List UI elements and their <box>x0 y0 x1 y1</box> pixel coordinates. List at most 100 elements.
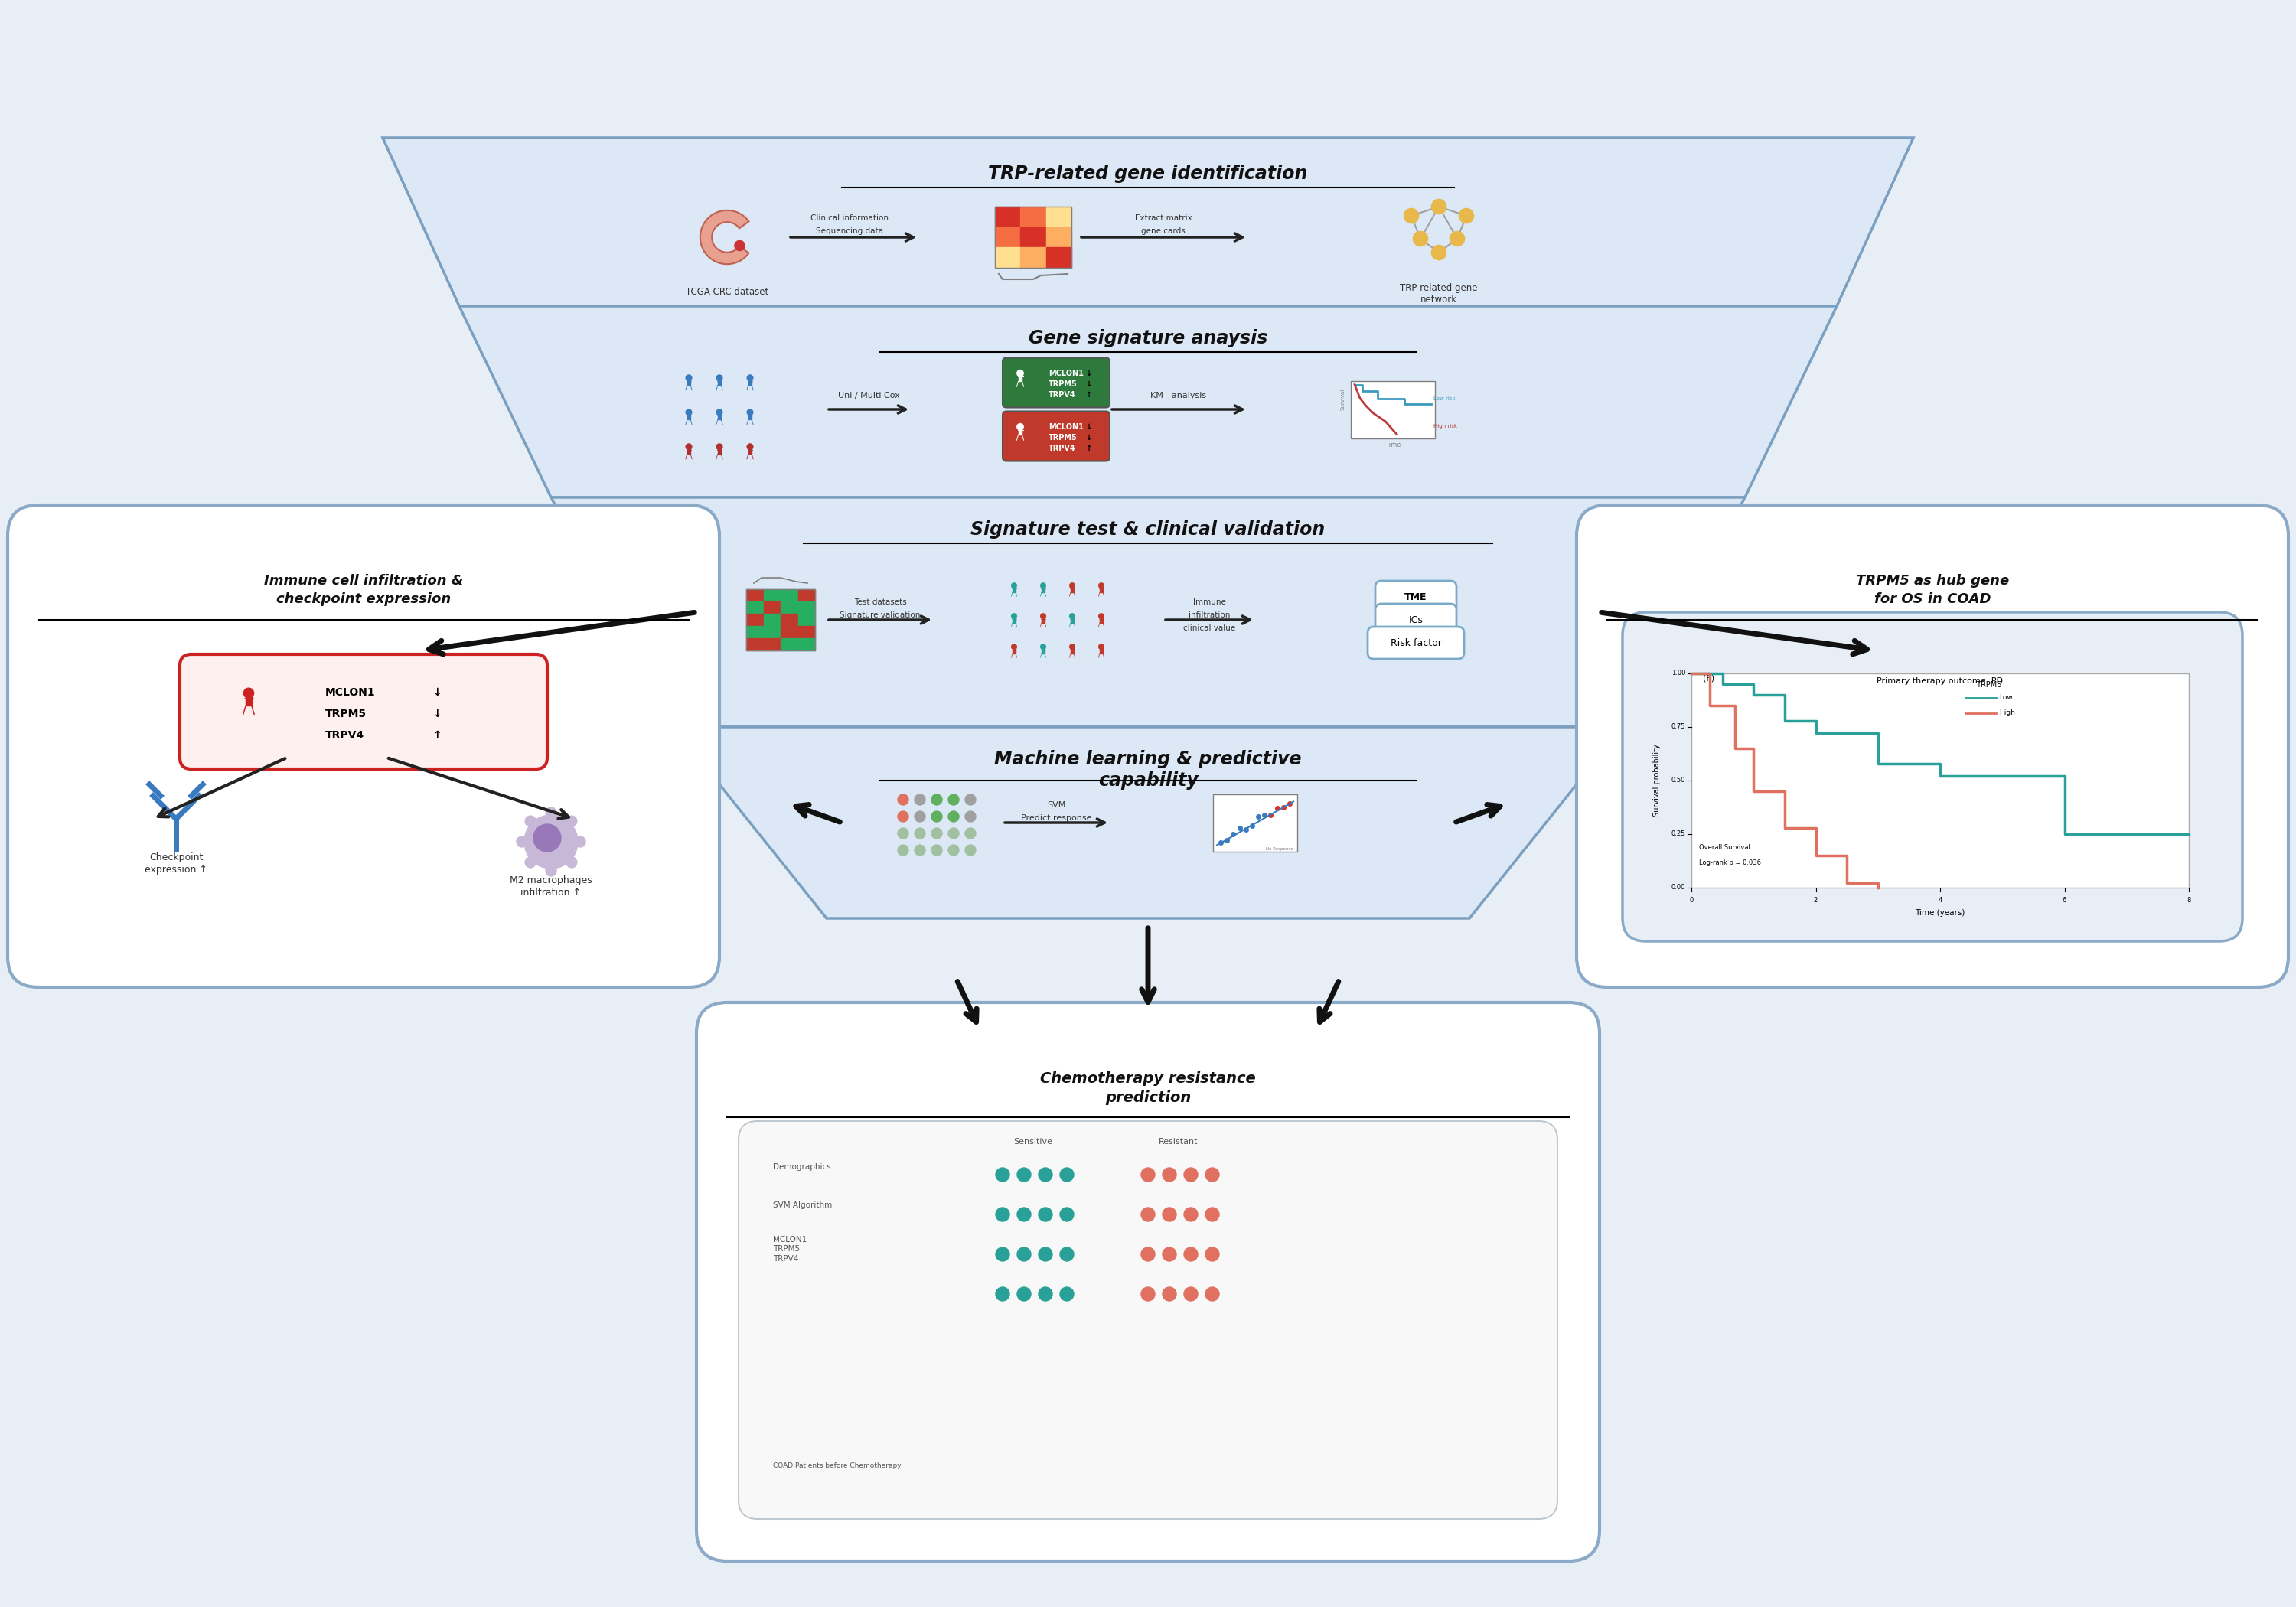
Text: SVM: SVM <box>1047 802 1065 808</box>
FancyBboxPatch shape <box>739 1122 1557 1519</box>
Circle shape <box>1430 199 1446 214</box>
Circle shape <box>1070 583 1075 588</box>
Text: TRPV4: TRPV4 <box>1049 391 1077 399</box>
Bar <box>746 590 762 601</box>
Text: ↑: ↑ <box>1086 445 1091 452</box>
Polygon shape <box>700 211 748 264</box>
Text: Risk factor: Risk factor <box>1391 638 1442 648</box>
Bar <box>719 413 721 419</box>
Bar <box>781 638 797 651</box>
Circle shape <box>687 444 691 450</box>
Bar <box>994 247 1019 268</box>
Text: MCLON1
TRPM5
TRPV4: MCLON1 TRPM5 TRPV4 <box>774 1236 806 1263</box>
Text: Signature validation: Signature validation <box>840 611 921 619</box>
Text: clinical value: clinical value <box>1182 625 1235 632</box>
Text: MCLON1: MCLON1 <box>1049 370 1084 378</box>
Polygon shape <box>383 138 1913 305</box>
Text: ↓: ↓ <box>1086 423 1091 431</box>
Bar <box>762 601 781 614</box>
Text: ↓: ↓ <box>1086 381 1091 387</box>
Circle shape <box>1205 1287 1219 1302</box>
Text: 0.75: 0.75 <box>1671 723 1685 731</box>
Text: Sensitive: Sensitive <box>1015 1138 1054 1146</box>
Circle shape <box>1141 1247 1155 1261</box>
Bar <box>994 207 1072 268</box>
Circle shape <box>914 794 925 805</box>
Circle shape <box>1040 644 1045 649</box>
Bar <box>687 413 691 419</box>
Text: TRPV4: TRPV4 <box>326 730 365 741</box>
FancyBboxPatch shape <box>179 654 546 770</box>
Circle shape <box>1205 1247 1219 1261</box>
Circle shape <box>948 845 960 855</box>
Circle shape <box>546 866 556 876</box>
Bar <box>1350 381 1435 439</box>
Circle shape <box>526 857 535 868</box>
Text: 6: 6 <box>2062 897 2066 903</box>
Circle shape <box>1013 614 1017 619</box>
Text: Checkpoint
expression ↑: Checkpoint expression ↑ <box>145 852 207 874</box>
Text: Resistant: Resistant <box>1159 1138 1199 1146</box>
Circle shape <box>1017 1247 1031 1261</box>
Circle shape <box>1100 644 1104 649</box>
Text: Time: Time <box>1384 442 1401 448</box>
FancyBboxPatch shape <box>1375 580 1456 612</box>
FancyBboxPatch shape <box>1623 612 2243 942</box>
Text: No Response: No Response <box>1265 847 1293 850</box>
Bar <box>762 590 781 601</box>
Bar <box>1019 207 1047 227</box>
Circle shape <box>1061 1287 1075 1302</box>
Text: Test datasets: Test datasets <box>854 598 907 606</box>
Text: TRPM5: TRPM5 <box>1049 434 1077 442</box>
Bar <box>799 638 815 651</box>
Circle shape <box>1070 644 1075 649</box>
Circle shape <box>1458 209 1474 223</box>
Circle shape <box>1430 246 1446 260</box>
Text: ↓: ↓ <box>432 688 441 697</box>
Circle shape <box>996 1287 1010 1302</box>
Polygon shape <box>673 726 1623 918</box>
Circle shape <box>996 1168 1010 1181</box>
Bar <box>1019 427 1022 435</box>
Circle shape <box>996 1247 1010 1261</box>
Bar <box>719 379 721 386</box>
Circle shape <box>1017 424 1024 431</box>
Text: (F): (F) <box>1704 675 1715 683</box>
Text: TRPM5: TRPM5 <box>326 709 367 720</box>
Bar <box>748 413 751 419</box>
Circle shape <box>746 444 753 450</box>
Circle shape <box>1141 1287 1155 1302</box>
Bar <box>1042 648 1045 652</box>
Bar <box>1692 673 2188 887</box>
Circle shape <box>1412 231 1428 246</box>
Circle shape <box>1162 1247 1176 1261</box>
Bar <box>1047 227 1072 247</box>
Text: Low: Low <box>2000 694 2014 701</box>
Text: Machine learning & predictive
capability: Machine learning & predictive capability <box>994 750 1302 789</box>
Circle shape <box>1403 209 1419 223</box>
Circle shape <box>716 410 723 415</box>
Circle shape <box>1061 1168 1075 1181</box>
Circle shape <box>996 1207 1010 1221</box>
Circle shape <box>243 688 255 697</box>
Circle shape <box>898 794 909 805</box>
Circle shape <box>1205 1207 1219 1221</box>
Bar <box>994 207 1019 227</box>
Bar <box>1042 587 1045 591</box>
Bar <box>1047 207 1072 227</box>
Text: gene cards: gene cards <box>1141 227 1185 235</box>
Circle shape <box>948 828 960 839</box>
Text: TCGA CRC dataset: TCGA CRC dataset <box>687 288 769 297</box>
Circle shape <box>1162 1207 1176 1221</box>
Circle shape <box>1017 1287 1031 1302</box>
Circle shape <box>1038 1247 1052 1261</box>
Bar <box>1100 648 1102 652</box>
Bar <box>1019 374 1022 381</box>
FancyBboxPatch shape <box>1003 358 1109 408</box>
Circle shape <box>898 812 909 821</box>
Circle shape <box>1017 1168 1031 1181</box>
Bar <box>246 696 253 705</box>
Text: Survival: Survival <box>1341 389 1345 410</box>
Circle shape <box>1141 1168 1155 1181</box>
Circle shape <box>948 812 960 821</box>
